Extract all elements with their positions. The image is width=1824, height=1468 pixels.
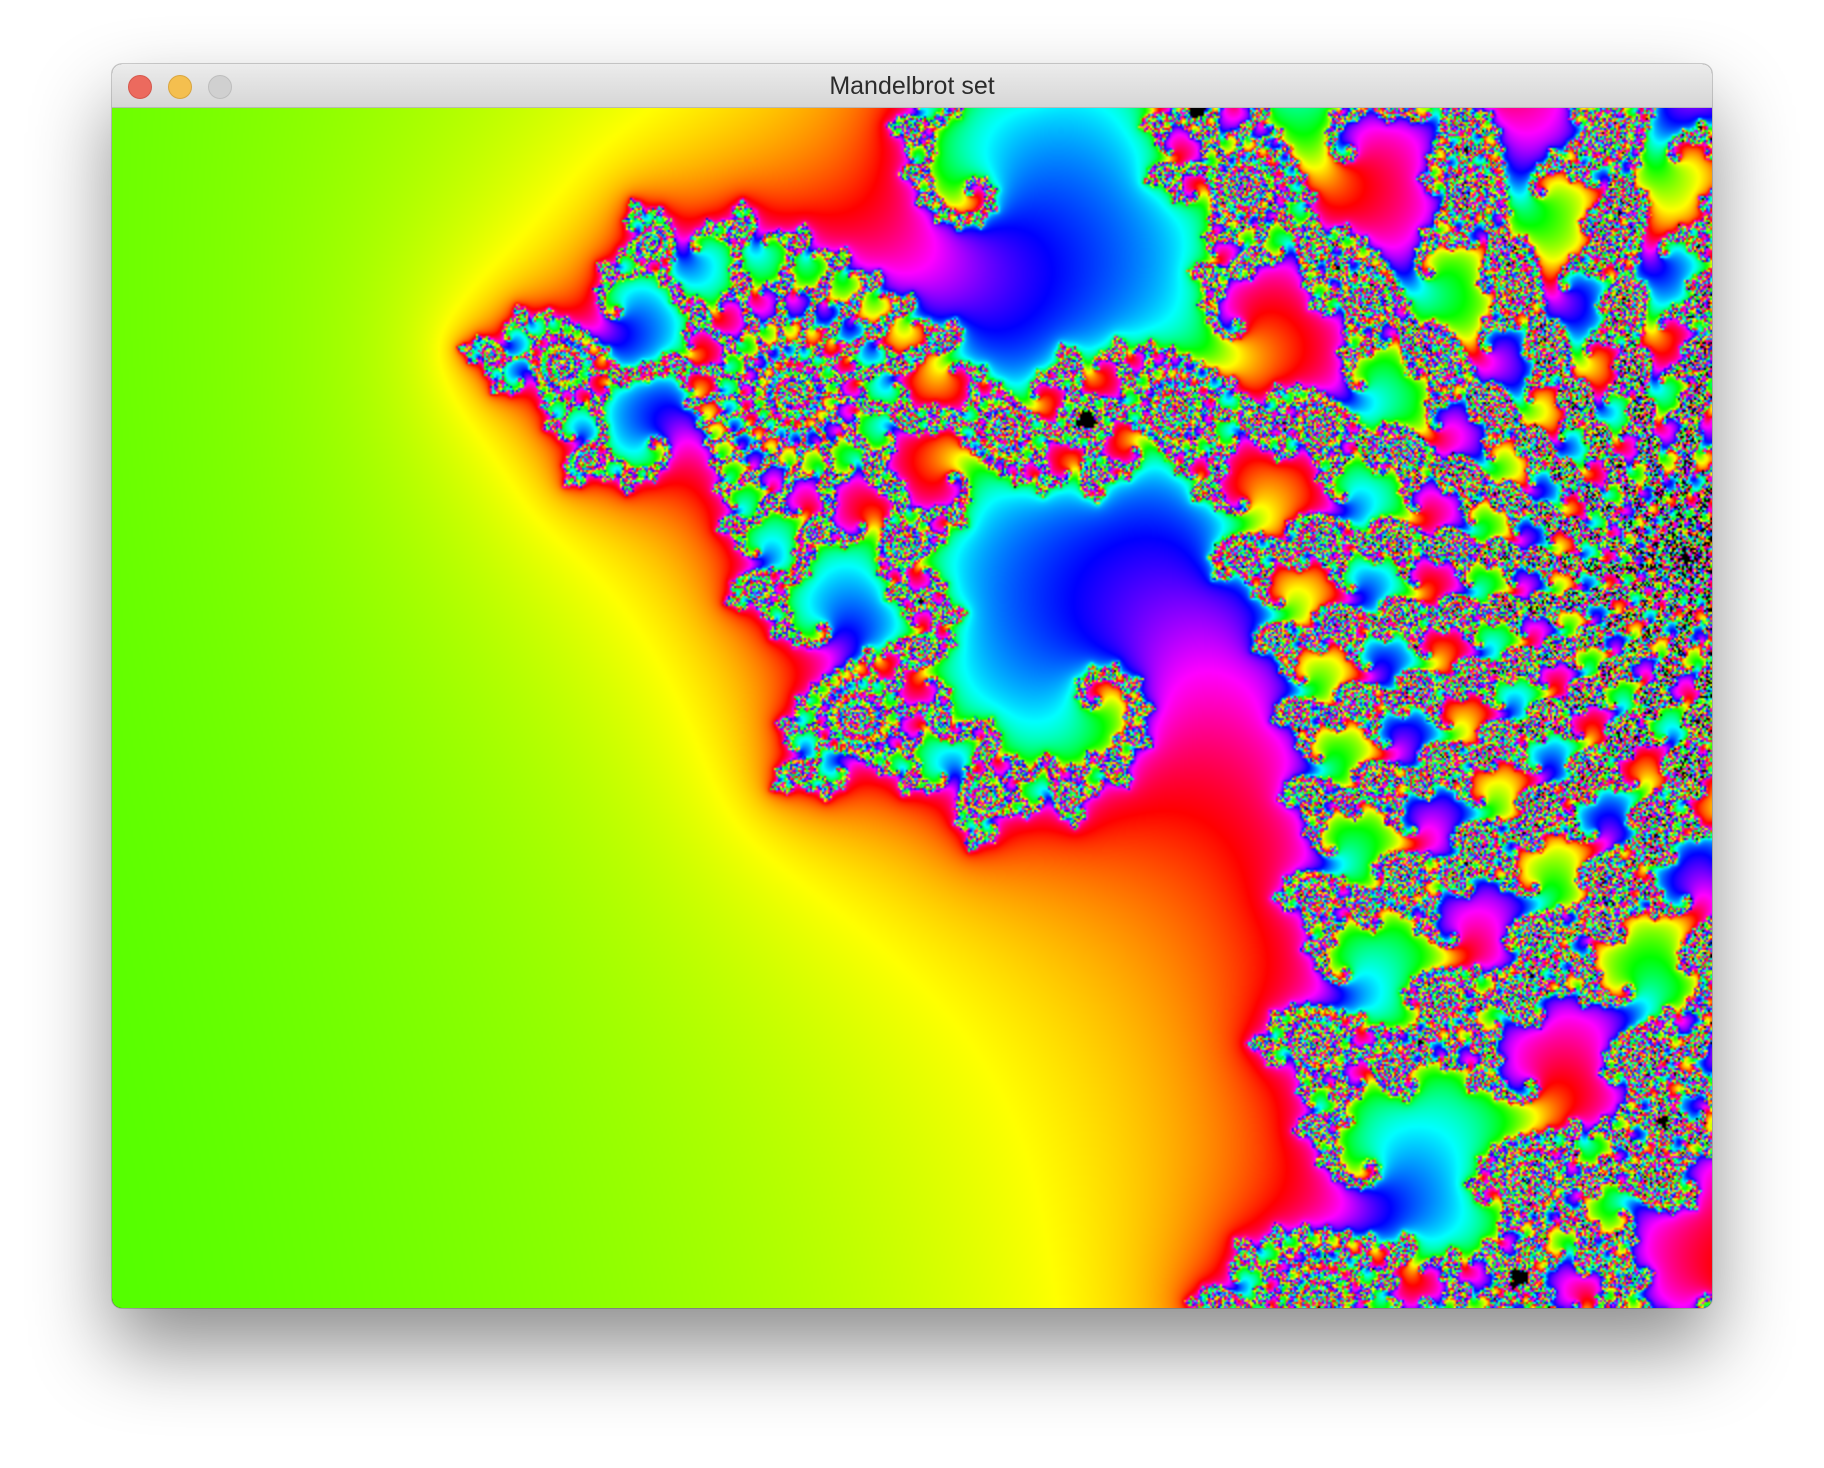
close-icon[interactable] bbox=[128, 75, 152, 99]
minimize-icon[interactable] bbox=[168, 75, 192, 99]
mandelbrot-canvas[interactable] bbox=[112, 108, 1712, 1308]
fractal-view[interactable] bbox=[112, 108, 1712, 1308]
window-title: Mandelbrot set bbox=[829, 72, 995, 100]
title-bar[interactable]: Mandelbrot set bbox=[112, 64, 1712, 108]
app-window: Mandelbrot set bbox=[112, 64, 1712, 1308]
zoom-icon[interactable] bbox=[208, 75, 232, 99]
